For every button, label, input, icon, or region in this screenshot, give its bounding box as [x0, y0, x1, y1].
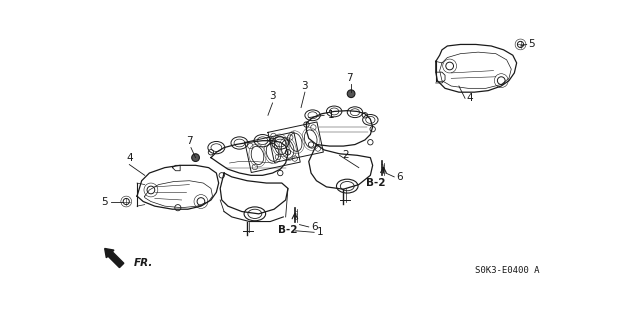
Text: 6: 6	[311, 222, 317, 232]
Text: B-2: B-2	[366, 178, 385, 189]
Text: 7: 7	[346, 73, 353, 83]
Text: FR.: FR.	[134, 258, 154, 268]
Text: 5: 5	[101, 197, 108, 206]
Text: 3: 3	[301, 81, 308, 91]
Text: 7: 7	[186, 136, 193, 146]
Text: B-2: B-2	[278, 225, 298, 234]
Text: 6: 6	[396, 172, 403, 182]
Text: 5: 5	[528, 40, 535, 49]
Circle shape	[348, 90, 355, 98]
FancyArrow shape	[105, 249, 124, 268]
Text: 1: 1	[328, 110, 335, 120]
Circle shape	[192, 154, 200, 161]
Text: 2: 2	[342, 150, 349, 160]
Text: 1: 1	[316, 227, 323, 237]
Text: S0K3-E0400 A: S0K3-E0400 A	[476, 266, 540, 275]
Text: 4: 4	[467, 93, 473, 103]
Text: 4: 4	[126, 153, 132, 163]
Text: 3: 3	[269, 92, 276, 101]
